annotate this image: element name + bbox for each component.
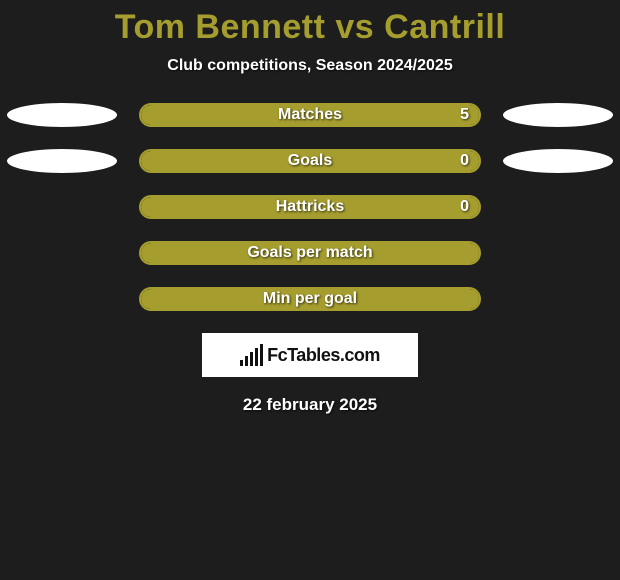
- stat-bar: Min per goal: [139, 287, 481, 311]
- stat-label: Hattricks: [276, 198, 344, 216]
- logo-box: FcTables.com: [202, 333, 418, 377]
- stat-bar: Goals 0: [139, 149, 481, 173]
- right-spacer: [503, 195, 613, 219]
- stat-row: Min per goal: [0, 287, 620, 311]
- stat-row: Goals 0: [0, 149, 620, 173]
- stat-bar: Hattricks 0: [139, 195, 481, 219]
- stat-row: Goals per match: [0, 241, 620, 265]
- stat-row: Matches 5: [0, 103, 620, 127]
- stat-value: 0: [460, 152, 469, 170]
- right-ellipse: [503, 103, 613, 127]
- stat-value: 5: [460, 106, 469, 124]
- left-spacer: [7, 241, 117, 265]
- date-label: 22 february 2025: [0, 395, 620, 415]
- left-ellipse: [7, 103, 117, 127]
- stat-row: Hattricks 0: [0, 195, 620, 219]
- stat-bar: Matches 5: [139, 103, 481, 127]
- stat-label: Goals: [288, 152, 332, 170]
- right-spacer: [503, 287, 613, 311]
- left-ellipse: [7, 149, 117, 173]
- right-ellipse: [503, 149, 613, 173]
- stats-rows: Matches 5 Goals 0 Hattricks 0 Goals per match M…: [0, 103, 620, 311]
- right-spacer: [503, 241, 613, 265]
- stat-value: 0: [460, 198, 469, 216]
- stat-label: Goals per match: [247, 244, 372, 262]
- logo-chart-icon: [240, 344, 263, 366]
- page-title: Tom Bennett vs Cantrill: [0, 0, 620, 47]
- left-spacer: [7, 287, 117, 311]
- stat-label: Min per goal: [263, 290, 357, 308]
- logo-text: FcTables.com: [267, 345, 380, 366]
- left-spacer: [7, 195, 117, 219]
- stat-bar: Goals per match: [139, 241, 481, 265]
- stat-label: Matches: [278, 106, 342, 124]
- subtitle: Club competitions, Season 2024/2025: [0, 57, 620, 75]
